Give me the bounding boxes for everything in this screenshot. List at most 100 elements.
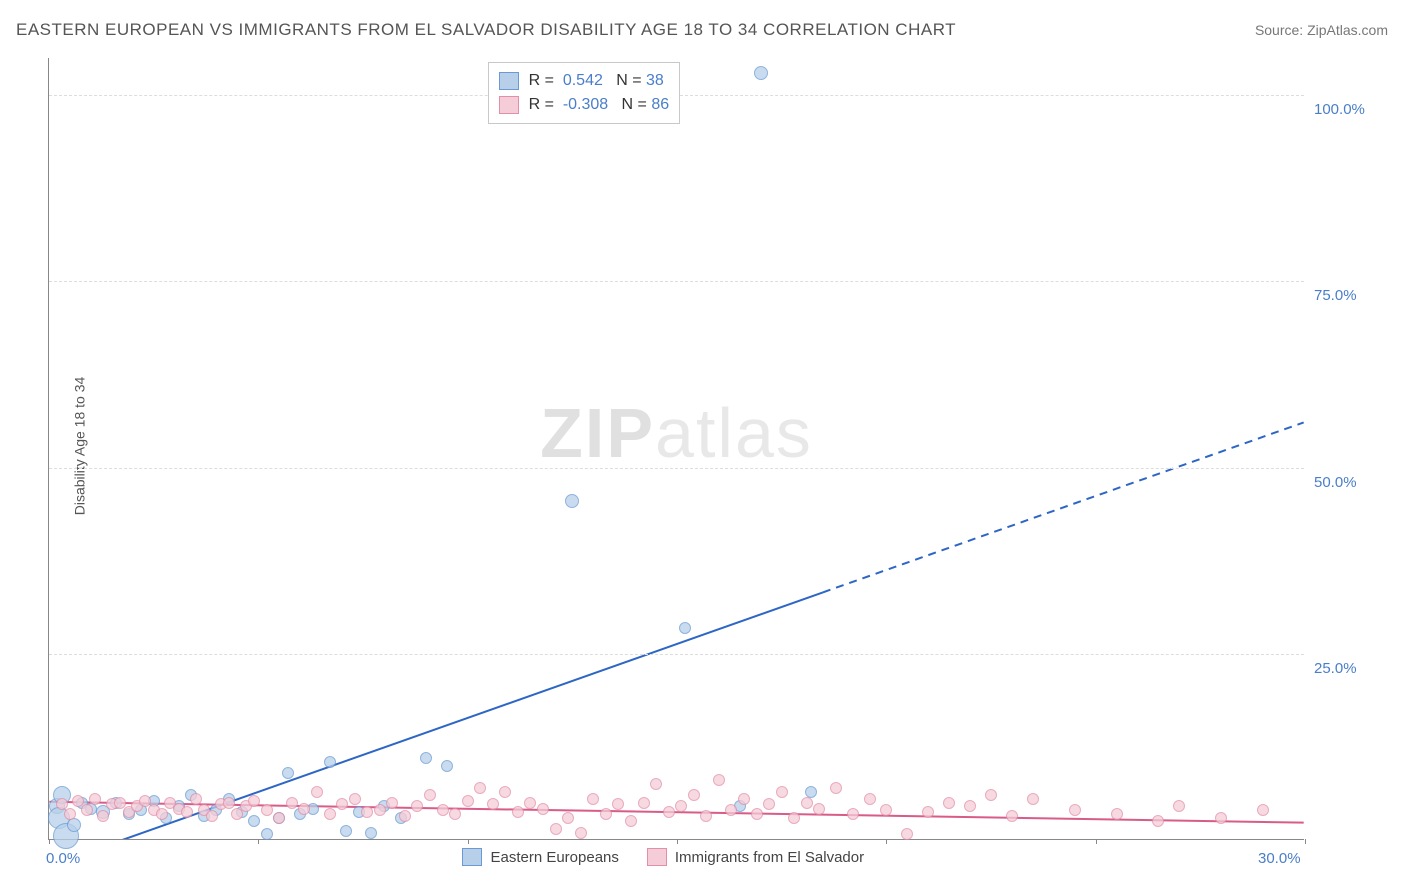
scatter-point (487, 798, 499, 810)
legend-item: Eastern Europeans (462, 848, 618, 866)
scatter-point (340, 825, 352, 837)
scatter-point (437, 804, 449, 816)
scatter-point (206, 810, 218, 822)
scatter-point (880, 804, 892, 816)
legend-swatch (499, 96, 519, 114)
x-tick (886, 839, 887, 844)
scatter-point (679, 622, 691, 634)
scatter-point (474, 782, 486, 794)
x-tick-label: 30.0% (1258, 850, 1301, 867)
scatter-point (424, 789, 436, 801)
scatter-point (361, 806, 373, 818)
scatter-point (565, 494, 579, 508)
scatter-point (663, 806, 675, 818)
scatter-point (964, 800, 976, 812)
scatter-point (847, 808, 859, 820)
gridline-horizontal (49, 281, 1304, 282)
scatter-point (67, 818, 81, 832)
scatter-point (587, 793, 599, 805)
scatter-point (386, 797, 398, 809)
scatter-point (248, 815, 260, 827)
scatter-point (441, 760, 453, 772)
scatter-point (365, 827, 377, 839)
scatter-point (97, 810, 109, 822)
scatter-point (675, 800, 687, 812)
legend-item-label: Immigrants from El Salvador (675, 849, 864, 866)
scatter-point (499, 786, 511, 798)
legend-swatch (499, 72, 519, 90)
scatter-point (324, 756, 336, 768)
gridline-horizontal (49, 654, 1304, 655)
scatter-point (336, 798, 348, 810)
scatter-point (311, 786, 323, 798)
scatter-point (612, 798, 624, 810)
legend-item-label: Eastern Europeans (490, 849, 618, 866)
scatter-point (901, 828, 913, 840)
scatter-point (1069, 804, 1081, 816)
scatter-point (1006, 810, 1018, 822)
scatter-point (273, 812, 285, 824)
scatter-point (89, 793, 101, 805)
scatter-point (324, 808, 336, 820)
x-tick (49, 839, 50, 844)
scatter-point (374, 804, 386, 816)
y-tick-label: 100.0% (1314, 101, 1365, 118)
scatter-point (776, 786, 788, 798)
scatter-point (713, 774, 725, 786)
gridline-horizontal (49, 468, 1304, 469)
scatter-point (64, 808, 76, 820)
legend-stat-text: R = 0.542 N = 38 (529, 69, 664, 93)
scatter-point (575, 827, 587, 839)
scatter-point (1257, 804, 1269, 816)
y-tick-label: 25.0% (1314, 660, 1357, 677)
scatter-point (625, 815, 637, 827)
scatter-point (286, 797, 298, 809)
source-attribution: Source: ZipAtlas.com (1255, 22, 1388, 38)
scatter-point (223, 797, 235, 809)
scatter-point (700, 810, 712, 822)
scatter-point (156, 808, 168, 820)
scatter-point (922, 806, 934, 818)
scatter-point (688, 789, 700, 801)
scatter-point (550, 823, 562, 835)
legend-swatch (647, 848, 667, 866)
chart-title: EASTERN EUROPEAN VS IMMIGRANTS FROM EL S… (16, 20, 956, 40)
scatter-point (399, 810, 411, 822)
scatter-point (638, 797, 650, 809)
scatter-point (462, 795, 474, 807)
scatter-point (282, 767, 294, 779)
scatter-point (751, 808, 763, 820)
scatter-point (1173, 800, 1185, 812)
scatter-point (562, 812, 574, 824)
x-tick (1305, 839, 1306, 844)
scatter-point (190, 793, 202, 805)
legend-row: R = 0.542 N = 38 (499, 69, 670, 93)
scatter-point (830, 782, 842, 794)
scatter-point (801, 797, 813, 809)
scatter-point (1152, 815, 1164, 827)
scatter-point (600, 808, 612, 820)
scatter-point (261, 804, 273, 816)
scatter-point (411, 800, 423, 812)
scatter-point (985, 789, 997, 801)
x-tick (468, 839, 469, 844)
scatter-point (261, 828, 273, 840)
scatter-point (754, 66, 768, 80)
trend-line-extrapolated (823, 422, 1304, 592)
scatter-point (788, 812, 800, 824)
scatter-point (449, 808, 461, 820)
scatter-point (725, 804, 737, 816)
y-tick-label: 75.0% (1314, 287, 1357, 304)
scatter-point (349, 793, 361, 805)
x-tick (677, 839, 678, 844)
scatter-point (181, 806, 193, 818)
scatter-point (650, 778, 662, 790)
legend-stat-text: R = -0.308 N = 86 (529, 93, 670, 117)
watermark-text: ZIPatlas (540, 393, 813, 473)
scatter-point (864, 793, 876, 805)
scatter-point (81, 804, 93, 816)
series-legend: Eastern Europeans Immigrants from El Salv… (462, 848, 864, 866)
scatter-point (738, 793, 750, 805)
legend-swatch (462, 848, 482, 866)
correlation-legend: R = 0.542 N = 38R = -0.308 N = 86 (488, 62, 681, 124)
